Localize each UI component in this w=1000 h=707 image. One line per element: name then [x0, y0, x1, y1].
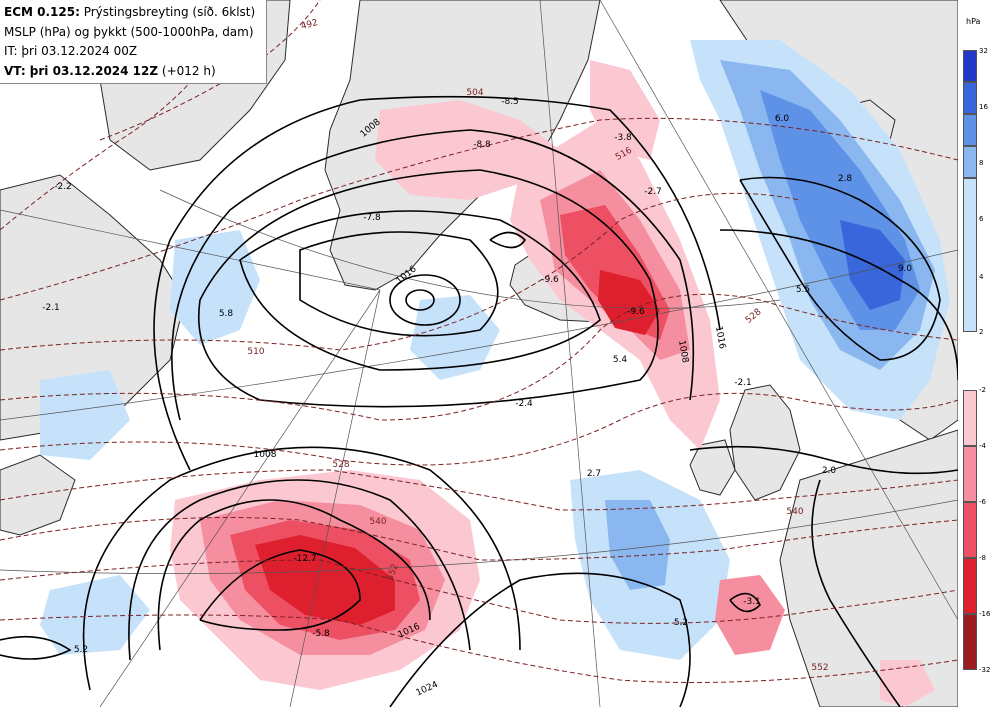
newfoundland	[0, 454, 76, 536]
legend-swatch-rise-4	[963, 178, 977, 332]
value-label: -3.8	[614, 133, 632, 143]
value-label: 6.0	[775, 114, 790, 124]
value-label: -2.2	[54, 182, 72, 192]
valid-time: VT: þri 03.12.2024 12Z	[4, 63, 159, 78]
legend-swatch-fall-1	[963, 446, 977, 502]
value-label: -2.7	[644, 187, 662, 197]
value-label: -5.8	[312, 629, 330, 639]
map-info-box: ECM 0.125: Prýstingsbreyting (síð. 6klst…	[0, 0, 267, 84]
legend-tick: 8	[979, 159, 984, 167]
value-label: -8.8	[473, 140, 491, 150]
value-label: -9.6	[541, 275, 559, 285]
init-time: IT: þri 03.12.2024 00Z	[4, 44, 138, 58]
title-line: ECM 0.125: Prýstingsbreyting (síð. 6klst…	[4, 3, 262, 23]
legend-tick: -16	[979, 610, 991, 618]
isobar-label: 1008	[676, 340, 690, 365]
thickness-label: 528	[332, 460, 349, 470]
forecast-hour: (+012 h)	[161, 63, 216, 78]
valid-time-line: VT: þri 03.12.2024 12Z (+012 h)	[4, 62, 262, 82]
value-label: -2.1	[42, 303, 60, 313]
value-label: 2.0	[822, 466, 837, 476]
legend-unit: hPa	[966, 17, 981, 26]
legend-swatch-rise-3	[963, 146, 977, 178]
europe-mainland	[779, 429, 959, 707]
thickness-label: 552	[811, 663, 828, 673]
value-label: 2.8	[838, 174, 853, 184]
thickness-label: 510	[247, 347, 264, 357]
parameter-name: Prýstingsbreyting (síð. 6klst)	[83, 5, 256, 19]
graticule	[0, 0, 959, 707]
value-label: 5.8	[219, 309, 234, 319]
pressure-rise-shading	[40, 40, 950, 660]
legend-tick: -6	[979, 498, 986, 506]
thickness-label: 504	[466, 88, 483, 98]
legend-tick: -4	[979, 442, 986, 450]
isobar-label: 1024	[415, 680, 440, 699]
value-label: 2.7	[587, 469, 601, 479]
thickness-lines	[0, 0, 959, 683]
legend-tick: 32	[979, 47, 988, 55]
value-label: -12.7	[293, 554, 316, 564]
value-label: -2.4	[515, 399, 533, 409]
legend-tick: -2	[979, 386, 986, 394]
legend-swatch-fall-2	[963, 502, 977, 558]
thickness-label: 492	[300, 18, 319, 32]
value-labels: -8.8 -8.5 -3.8 -2.7 -7.8 -9.6 -9.6 5.4 -…	[42, 97, 912, 655]
legend-tick: 4	[979, 273, 984, 281]
legend-swatch-fall-3	[963, 558, 977, 614]
model-name: ECM 0.125:	[4, 5, 80, 19]
legend-tick: 16	[979, 103, 988, 111]
value-label: -8.5	[501, 97, 519, 107]
thickness-label: 528	[744, 307, 764, 326]
value-label: 5.5	[796, 285, 810, 295]
thickness-label: 540	[369, 517, 386, 527]
value-label: -3.1	[743, 597, 761, 607]
legend-swatch-rise-2	[963, 114, 977, 146]
legend-swatch-rise-1	[963, 82, 977, 114]
value-label: -7.8	[363, 213, 381, 223]
ireland	[689, 439, 736, 496]
value-label: 5.2	[674, 618, 688, 628]
thickness-label: 540	[786, 507, 803, 517]
legend-tick: -32	[979, 666, 991, 674]
legend-tick: 2	[979, 328, 984, 336]
british-isles	[729, 384, 801, 501]
value-label: 9.0	[898, 264, 913, 274]
isobar-label: 1016	[713, 326, 727, 351]
color-legend: hPa 32 16 8 6 4 2 -2 -4 -6 -8 -16 -32	[958, 0, 1000, 707]
isobars	[0, 95, 959, 707]
value-label: 5.2	[74, 645, 88, 655]
value-label: -9.6	[627, 307, 645, 317]
subtitle-line: MSLP (hPa) og þykkt (500-1000hPa, dam)	[4, 24, 254, 39]
isobar-label: 1008	[254, 450, 277, 460]
legend-swatch-rise-0	[963, 50, 977, 82]
legend-tick: -8	[979, 554, 986, 562]
value-label: -2.1	[734, 378, 752, 388]
legend-tick: 6	[979, 215, 984, 223]
legend-swatch-fall-4	[963, 614, 977, 670]
value-label: 5.4	[613, 355, 628, 365]
pressure-fall-shading	[170, 60, 935, 707]
legend-swatch-fall-0	[963, 390, 977, 446]
canada-labrador	[0, 174, 186, 441]
